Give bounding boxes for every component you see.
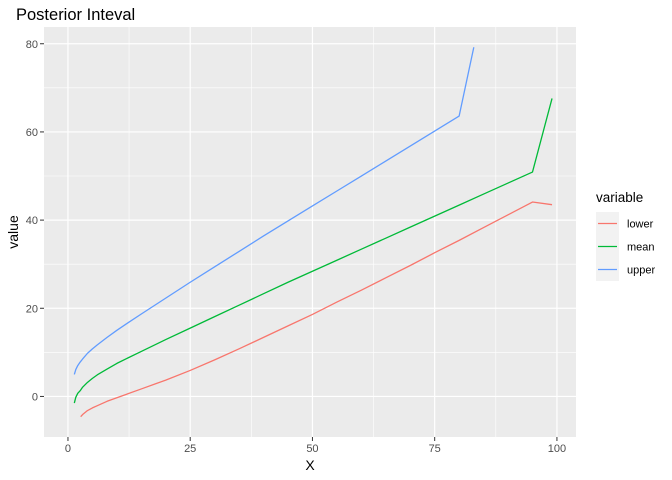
legend-label-mean: mean [627, 242, 655, 254]
series-line-upper [73, 47, 475, 375]
y-tick-label: 40 [26, 215, 38, 227]
legend-items: lower mean upper [596, 212, 655, 281]
chart-title: Posterior Inteval [16, 6, 135, 24]
series-layer [73, 47, 553, 418]
x-tick-label: 50 [306, 443, 318, 455]
grid-minor [44, 27, 576, 437]
y-tick-label: 20 [26, 303, 38, 315]
x-tick-label: 100 [548, 443, 566, 455]
series-line-lower [80, 201, 553, 418]
y-axis: 0 20 40 60 80 [26, 39, 44, 403]
grid-major [44, 27, 576, 437]
legend-label-lower: lower [627, 219, 654, 231]
legend-title: variable [596, 190, 643, 205]
legend: variable lower mean upper [596, 190, 655, 281]
series-line-mean [73, 98, 553, 404]
legend-item-mean: mean [596, 235, 655, 258]
y-tick-label: 0 [32, 391, 38, 403]
y-tick-label: 60 [26, 127, 38, 139]
y-axis-title: value [5, 215, 21, 249]
x-tick-label: 0 [65, 443, 71, 455]
x-axis: 0 25 50 75 100 [65, 437, 566, 455]
x-tick-label: 75 [429, 443, 441, 455]
legend-item-lower: lower [596, 212, 654, 235]
x-tick-label: 25 [184, 443, 196, 455]
legend-item-upper: upper [596, 258, 655, 281]
legend-label-upper: upper [627, 265, 655, 277]
plot-panel [44, 27, 576, 437]
y-tick-label: 80 [26, 39, 38, 51]
x-axis-title: X [305, 457, 315, 473]
